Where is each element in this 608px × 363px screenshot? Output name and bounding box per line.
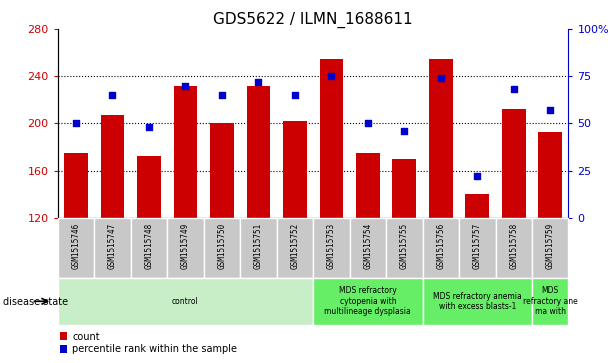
Text: GSM1515750: GSM1515750 — [218, 223, 226, 269]
Bar — [423, 278, 532, 325]
Point — [144, 124, 154, 130]
Bar — [466, 194, 489, 218]
Bar — [350, 218, 386, 278]
Bar — [319, 58, 343, 218]
Bar — [137, 156, 161, 218]
Bar — [131, 218, 167, 278]
Point — [399, 128, 409, 134]
Text: GSM1515749: GSM1515749 — [181, 223, 190, 269]
Point — [290, 92, 300, 98]
Point — [509, 86, 519, 92]
Bar — [58, 218, 94, 278]
Bar — [393, 159, 416, 218]
Bar — [58, 278, 313, 325]
Bar — [240, 218, 277, 278]
Bar — [386, 218, 423, 278]
Text: GSM1515755: GSM1515755 — [400, 223, 409, 269]
Bar — [94, 218, 131, 278]
Text: MDS refractory anemia
with excess blasts-1: MDS refractory anemia with excess blasts… — [433, 291, 522, 311]
Text: GSM1515756: GSM1515756 — [437, 223, 445, 269]
Text: GSM1515752: GSM1515752 — [291, 223, 299, 269]
Bar — [313, 278, 423, 325]
Bar — [173, 86, 197, 218]
Text: GSM1515746: GSM1515746 — [72, 223, 80, 269]
Point — [472, 174, 482, 179]
Bar — [502, 109, 525, 218]
Bar — [283, 121, 306, 218]
Point — [436, 75, 446, 81]
Point — [545, 107, 555, 113]
Bar — [247, 86, 270, 218]
Text: GSM1515757: GSM1515757 — [473, 223, 482, 269]
Point — [254, 79, 263, 85]
Bar — [539, 132, 562, 218]
Text: GSM1515758: GSM1515758 — [510, 223, 518, 269]
Point — [108, 92, 117, 98]
Point — [181, 83, 190, 89]
Bar — [532, 218, 568, 278]
Bar — [313, 218, 350, 278]
Text: GSM1515753: GSM1515753 — [327, 223, 336, 269]
Text: MDS
refractory ane
ma with: MDS refractory ane ma with — [523, 286, 578, 316]
Text: MDS refractory
cytopenia with
multilineage dysplasia: MDS refractory cytopenia with multilinea… — [325, 286, 411, 316]
Text: GSM1515751: GSM1515751 — [254, 223, 263, 269]
Bar — [496, 218, 532, 278]
Bar — [459, 218, 496, 278]
Point — [71, 121, 81, 126]
Title: GDS5622 / ILMN_1688611: GDS5622 / ILMN_1688611 — [213, 12, 413, 28]
Point — [326, 73, 336, 79]
Bar — [100, 115, 124, 218]
Bar — [423, 218, 459, 278]
Text: GSM1515754: GSM1515754 — [364, 223, 372, 269]
Point — [363, 121, 373, 126]
Text: control: control — [172, 297, 199, 306]
Text: disease state: disease state — [3, 297, 68, 307]
Bar — [429, 58, 452, 218]
Text: GSM1515759: GSM1515759 — [546, 223, 554, 269]
Bar — [167, 218, 204, 278]
Text: GSM1515748: GSM1515748 — [145, 223, 153, 269]
Bar — [277, 218, 313, 278]
Legend: count, percentile rank within the sample: count, percentile rank within the sample — [60, 331, 237, 355]
Bar — [204, 218, 240, 278]
Text: GSM1515747: GSM1515747 — [108, 223, 117, 269]
Point — [217, 92, 227, 98]
Bar — [210, 123, 233, 218]
Bar — [532, 278, 568, 325]
Bar — [64, 153, 88, 218]
Bar — [356, 153, 379, 218]
